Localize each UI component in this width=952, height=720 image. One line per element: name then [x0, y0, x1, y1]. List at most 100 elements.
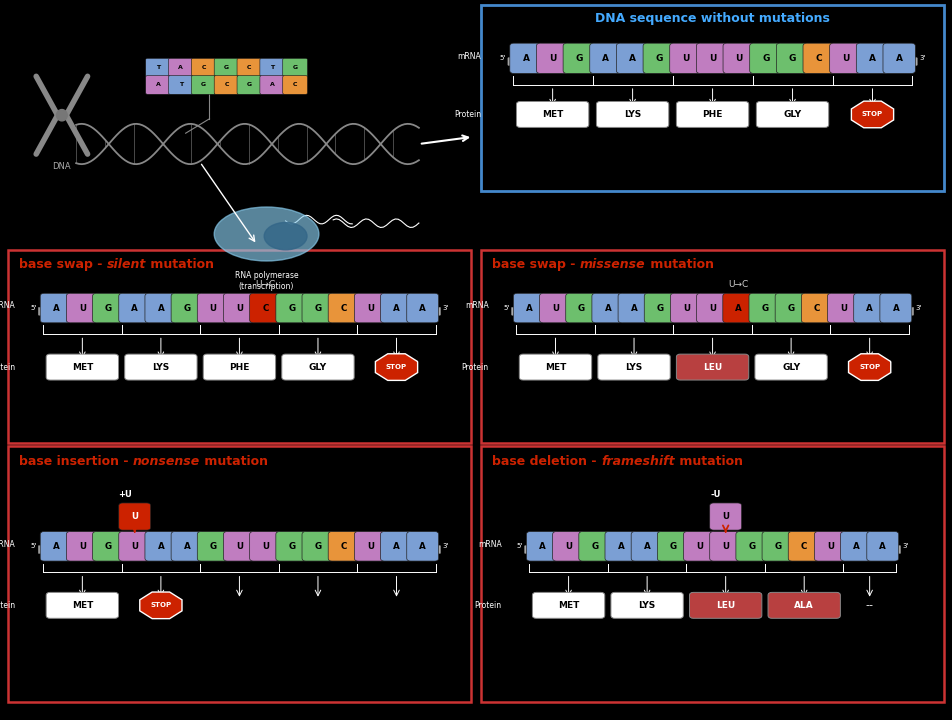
Text: U: U: [696, 541, 703, 551]
Text: A: A: [853, 541, 860, 551]
FancyBboxPatch shape: [146, 76, 170, 94]
FancyBboxPatch shape: [829, 43, 862, 73]
FancyBboxPatch shape: [40, 293, 72, 323]
Text: LYS: LYS: [624, 110, 642, 119]
Text: G: G: [775, 541, 782, 551]
Text: 3': 3': [916, 305, 922, 311]
FancyBboxPatch shape: [749, 293, 781, 323]
FancyBboxPatch shape: [709, 531, 742, 561]
Text: A: A: [526, 304, 533, 312]
Text: STOP: STOP: [150, 603, 171, 608]
Text: mutation: mutation: [200, 455, 268, 468]
Text: U: U: [209, 304, 217, 312]
FancyBboxPatch shape: [119, 531, 150, 561]
Text: U: U: [683, 304, 690, 312]
FancyBboxPatch shape: [145, 531, 177, 561]
Text: A: A: [892, 304, 900, 312]
Text: A: A: [523, 54, 529, 63]
FancyBboxPatch shape: [516, 102, 588, 127]
Text: U: U: [236, 304, 243, 312]
Text: U: U: [683, 54, 689, 63]
Text: G: G: [201, 83, 207, 87]
Text: C: C: [293, 83, 297, 87]
Text: mRNA: mRNA: [478, 540, 502, 549]
FancyBboxPatch shape: [645, 293, 676, 323]
Text: base swap -: base swap -: [19, 258, 107, 271]
FancyBboxPatch shape: [756, 102, 828, 127]
Text: LYS: LYS: [152, 363, 169, 372]
Text: Protein: Protein: [454, 110, 481, 119]
FancyBboxPatch shape: [589, 43, 623, 73]
Text: G: G: [288, 541, 295, 551]
Text: A: A: [52, 304, 60, 312]
FancyBboxPatch shape: [276, 531, 307, 561]
FancyBboxPatch shape: [510, 43, 543, 73]
Text: U: U: [709, 304, 716, 312]
FancyBboxPatch shape: [788, 531, 820, 561]
Text: C: C: [816, 54, 823, 63]
Text: 3': 3': [902, 544, 909, 549]
FancyBboxPatch shape: [381, 531, 412, 561]
FancyBboxPatch shape: [214, 58, 239, 77]
FancyBboxPatch shape: [525, 546, 901, 554]
Text: G: G: [657, 304, 664, 312]
Text: G: G: [292, 66, 298, 70]
FancyBboxPatch shape: [38, 307, 441, 315]
FancyBboxPatch shape: [676, 102, 748, 127]
Text: mRNA: mRNA: [458, 52, 481, 60]
Text: mRNA: mRNA: [465, 302, 488, 310]
Text: U: U: [79, 304, 86, 312]
Text: U: U: [79, 541, 86, 551]
Text: G: G: [578, 304, 585, 312]
FancyBboxPatch shape: [481, 446, 944, 702]
Text: mutation: mutation: [675, 455, 743, 468]
Polygon shape: [851, 101, 894, 127]
Text: A: A: [880, 541, 886, 551]
FancyBboxPatch shape: [657, 531, 689, 561]
Text: Protein: Protein: [0, 363, 15, 372]
FancyBboxPatch shape: [511, 307, 914, 315]
FancyBboxPatch shape: [689, 593, 762, 618]
Text: G: G: [787, 304, 795, 312]
Text: C: C: [814, 304, 821, 312]
Text: A: A: [393, 304, 400, 312]
Text: A: A: [539, 541, 545, 551]
FancyBboxPatch shape: [328, 531, 360, 561]
Polygon shape: [140, 592, 182, 618]
FancyBboxPatch shape: [696, 43, 729, 73]
Text: U: U: [843, 54, 849, 63]
Text: U: U: [840, 304, 847, 312]
FancyBboxPatch shape: [508, 58, 917, 66]
Text: LYS: LYS: [639, 600, 656, 610]
Text: C: C: [801, 541, 807, 551]
FancyBboxPatch shape: [827, 293, 860, 323]
Ellipse shape: [214, 207, 319, 261]
FancyBboxPatch shape: [883, 43, 915, 73]
Text: A: A: [419, 304, 426, 312]
Text: -U: -U: [711, 490, 722, 499]
Text: U: U: [367, 541, 374, 551]
Text: U: U: [723, 512, 729, 521]
FancyBboxPatch shape: [302, 293, 334, 323]
Text: A: A: [52, 541, 60, 551]
Text: C: C: [248, 66, 251, 70]
Text: U→C: U→C: [728, 280, 749, 289]
Text: GLY: GLY: [782, 363, 801, 372]
Text: MET: MET: [542, 110, 564, 119]
FancyBboxPatch shape: [125, 354, 197, 380]
FancyBboxPatch shape: [169, 76, 193, 94]
FancyBboxPatch shape: [92, 531, 125, 561]
Text: MET: MET: [545, 363, 566, 372]
FancyBboxPatch shape: [676, 354, 748, 380]
Text: 3': 3': [443, 544, 448, 549]
FancyBboxPatch shape: [537, 43, 569, 73]
FancyBboxPatch shape: [169, 58, 193, 77]
FancyBboxPatch shape: [618, 293, 650, 323]
FancyBboxPatch shape: [684, 531, 716, 561]
Text: U: U: [262, 541, 269, 551]
Text: +U: +U: [118, 490, 132, 499]
FancyBboxPatch shape: [598, 354, 670, 380]
Text: STOP: STOP: [386, 364, 407, 370]
FancyBboxPatch shape: [611, 593, 684, 618]
Text: A: A: [896, 54, 902, 63]
